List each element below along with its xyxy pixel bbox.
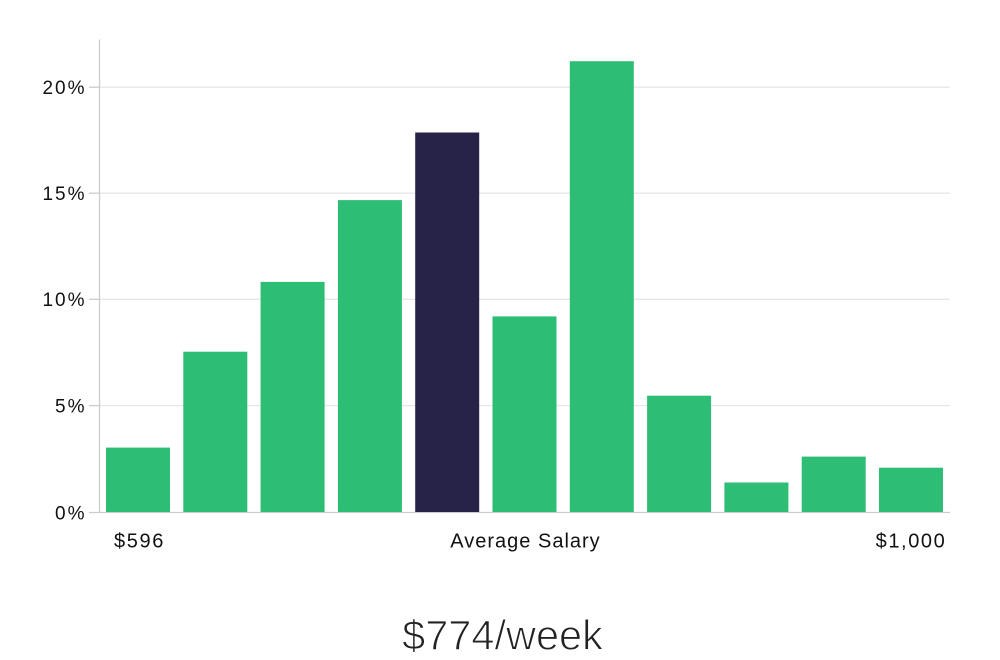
svg-text:$1,000: $1,000 — [876, 531, 947, 553]
svg-text:Average Salary: Average Salary — [450, 531, 600, 553]
svg-text:20%: 20% — [42, 78, 86, 99]
svg-text:5%: 5% — [55, 397, 86, 418]
svg-text:10%: 10% — [42, 290, 86, 311]
svg-text:$774/week: $774/week — [402, 612, 603, 659]
svg-text:0%: 0% — [55, 504, 86, 525]
svg-text:$596: $596 — [114, 531, 165, 553]
svg-text:15%: 15% — [42, 184, 86, 205]
